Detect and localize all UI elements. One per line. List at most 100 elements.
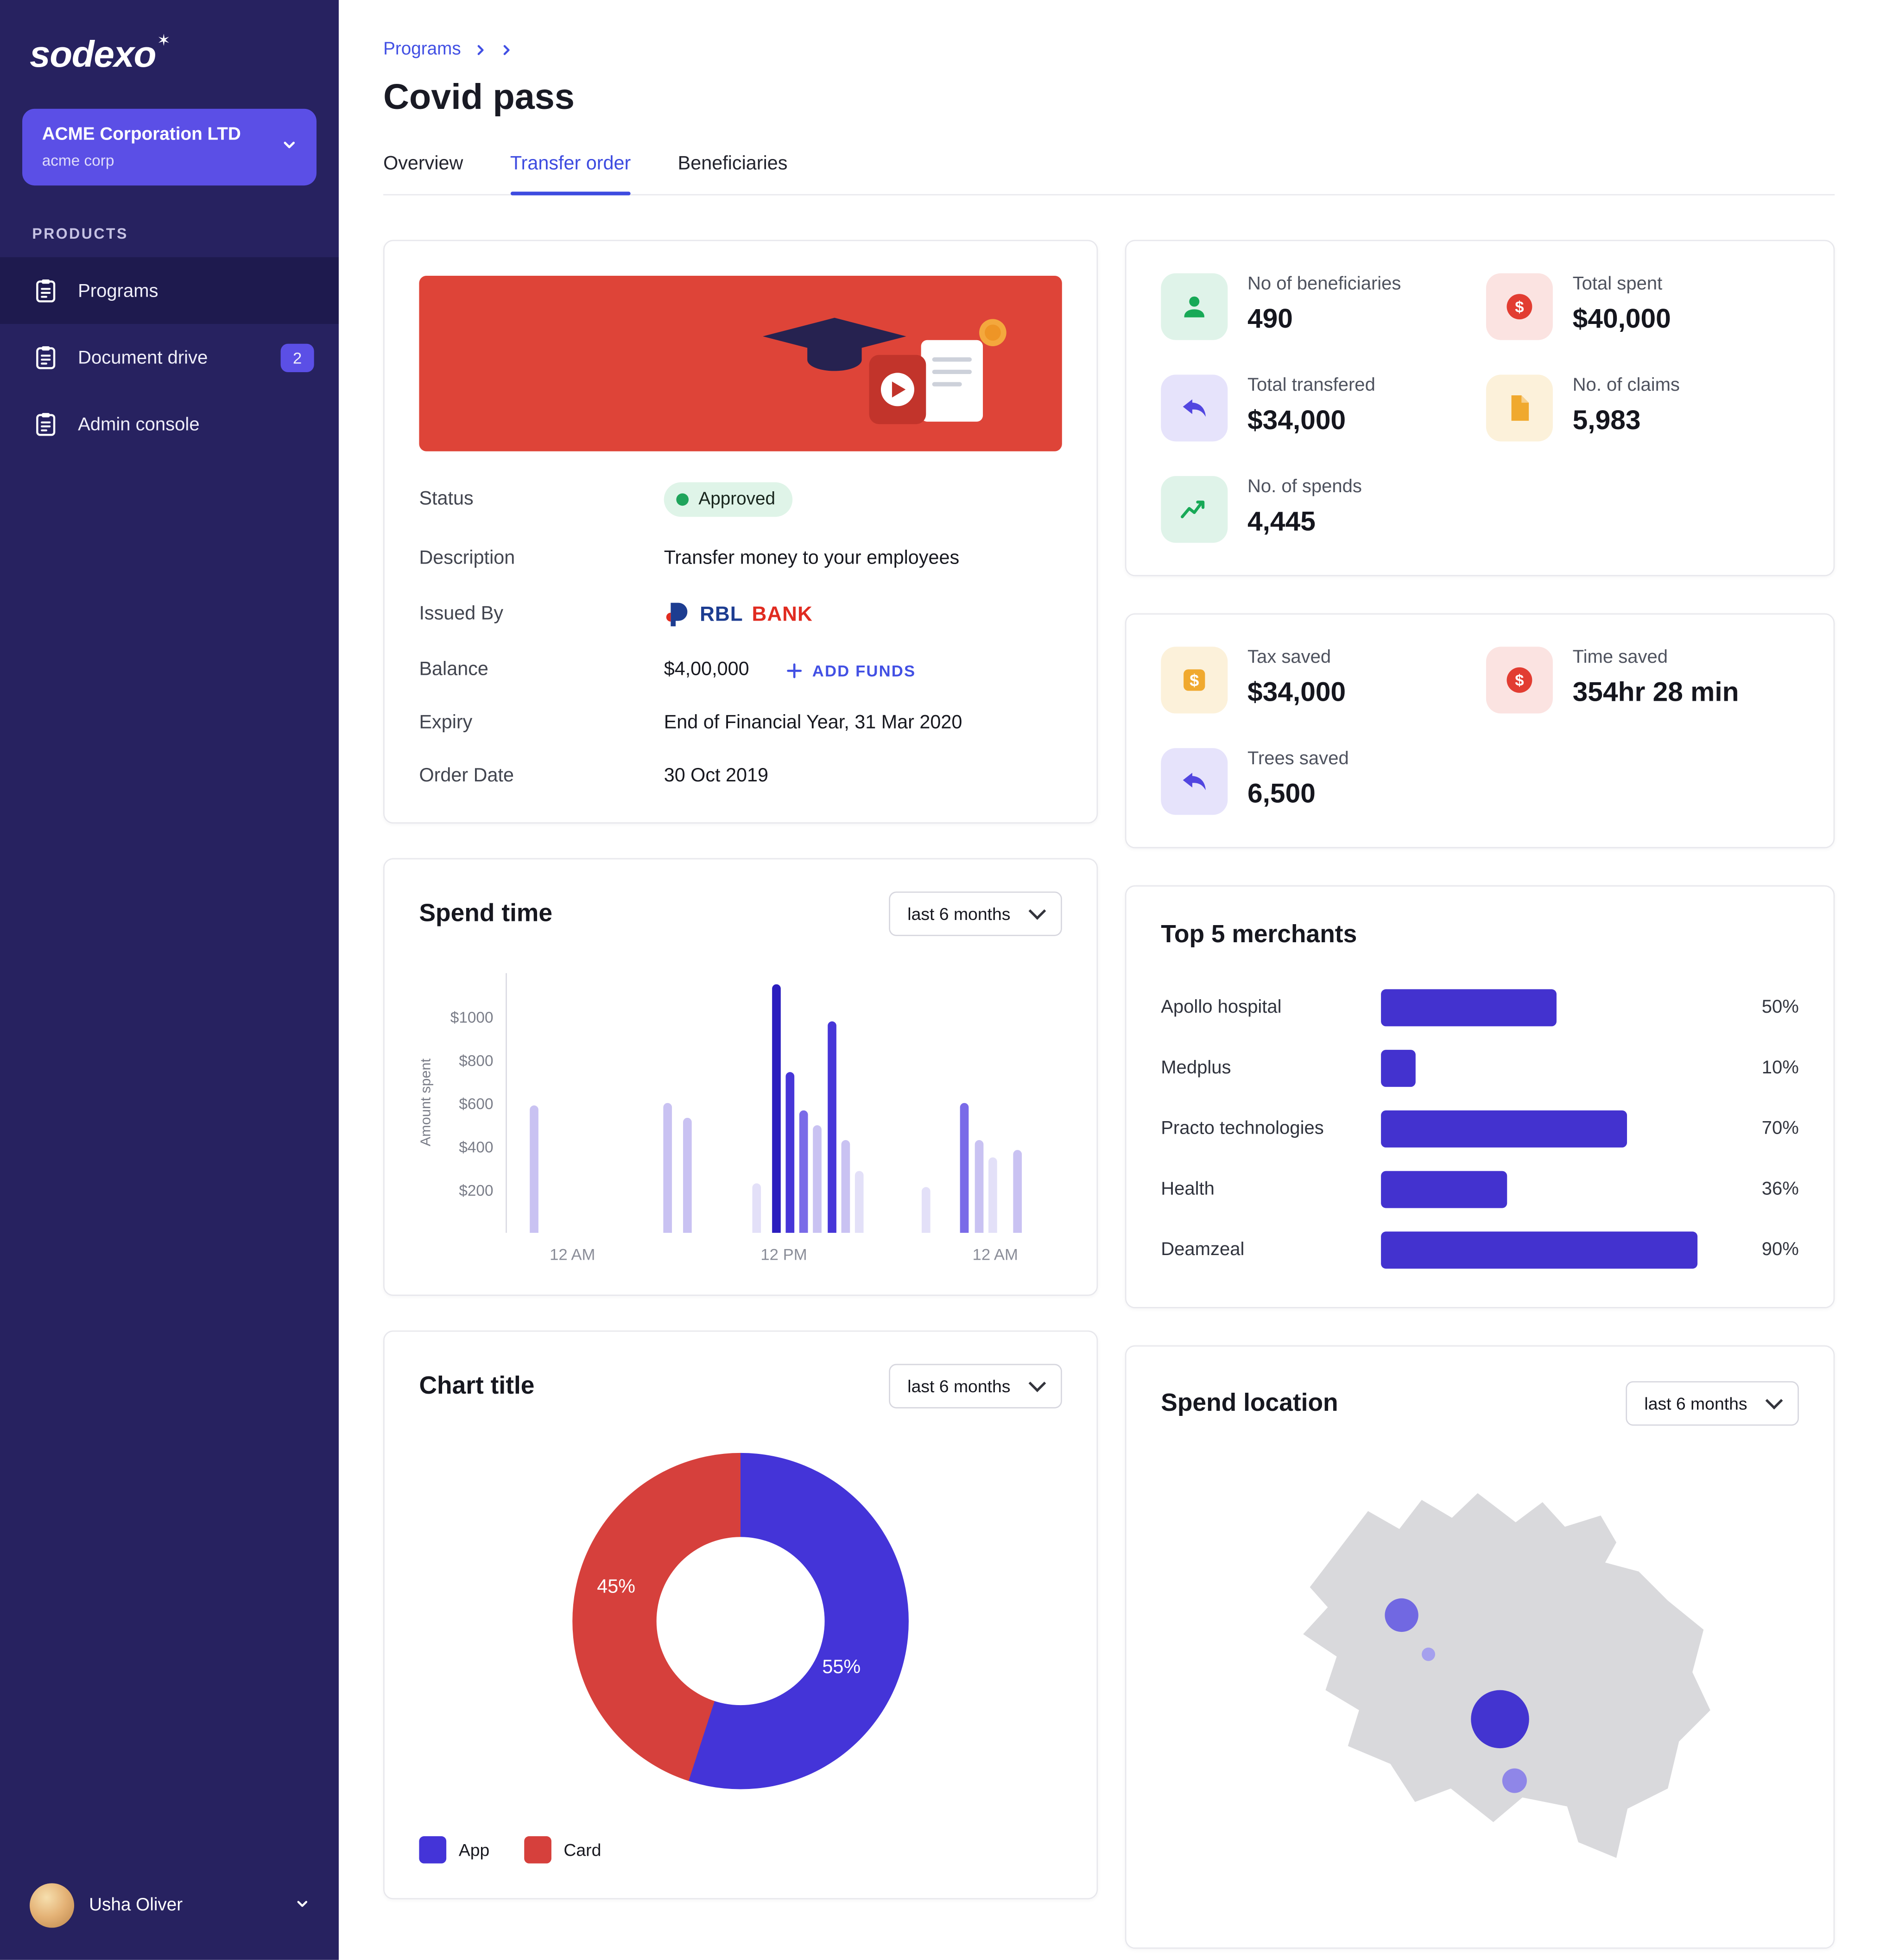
page-content: Status Approved Description Transfer mon… [383,240,1835,1949]
issuer-name-primary: RBL [700,603,743,625]
spend-location-dot [1422,1647,1436,1661]
merchant-bar-track [1381,1049,1732,1086]
payment-split-range-select[interactable]: last 6 months [889,1364,1062,1408]
issued-by-label: Issued By [419,603,504,625]
y-axis-ticks: $1000 $800 $600 $400 $200 [441,973,506,1233]
sidebar-item-badge: 2 [280,343,314,372]
spend-bar [827,1021,836,1233]
top-merchants-card: Top 5 merchants Apollo hospital 50% Medplu… [1125,885,1835,1308]
merchant-name: Apollo hospital [1161,996,1282,1018]
spend-location-map [1161,1453,1799,1923]
donut-chart: 55% 45% [572,1453,909,1789]
sidebar-item-programs[interactable]: Programs [0,257,339,324]
sodexo-star-icon: ✶ [157,31,171,50]
sidebar-nav: Programs Document drive 2 Admin console [0,257,339,457]
trend-up-icon [1161,476,1228,543]
x-tick: 12 PM [760,1245,807,1264]
y-tick: $200 [459,1182,494,1199]
donut-legend: App Card [419,1836,1062,1868]
status-text: Approved [698,489,776,510]
tab-overview[interactable]: Overview [383,153,463,175]
chevron-down-icon [282,136,297,158]
spend-location-range-select[interactable]: last 6 months [1626,1381,1799,1426]
legend-label: App [458,1839,490,1860]
spend-time-chart: Amount spent $1000 $800 $600 $400 $200 12 AM… [419,973,1062,1265]
spend-bar [841,1140,850,1233]
balance-label: Balance [419,659,488,680]
balance-value: $4,00,000 [664,659,749,680]
spend-bar [772,984,781,1233]
x-tick: 12 AM [972,1245,1018,1264]
status-dot-icon [676,493,689,506]
stat-text: Tax saved $34,000 [1247,647,1346,708]
spend-time-range-select-wrap: last 6 months [889,891,1062,936]
legend-label: Card [563,1839,601,1860]
user-menu[interactable]: Usha Oliver [0,1859,339,1960]
stat-label: Total spent [1572,273,1663,294]
merchant-bar [1381,1110,1627,1147]
company-selector[interactable]: ACME Corporation LTD acme corp [22,108,317,186]
merchant-row-medplus: Medplus 10% [1161,1037,1799,1098]
sidebar-item-label: Admin console [78,413,200,435]
merchant-bar [1381,989,1557,1026]
merchant-bar-track [1381,1231,1732,1269]
reply-arrow-icon [1161,374,1228,442]
tab-beneficiaries[interactable]: Beneficiaries [677,153,788,175]
spend-bar [855,1171,864,1233]
reply-arrow-icon [1161,748,1228,815]
company-subtitle: acme corp [42,152,114,170]
stat-value: $34,000 [1247,676,1346,708]
logo-text: sodexo [30,34,157,76]
stat-tax-saved: $ Tax saved $34,000 [1161,647,1474,714]
stat-value: 4,445 [1247,506,1316,537]
spend-bar [663,1103,672,1233]
program-banner [419,275,1062,451]
breadcrumb: Programs [383,39,1835,59]
tab-transfer-order[interactable]: Transfer order [510,153,631,196]
sidebar-item-document-drive[interactable]: Document drive 2 [0,324,339,391]
merchant-row-apollo-hospital: Apollo hospital 50% [1161,977,1799,1038]
merchant-rows: Apollo hospital 50% Medplus 10% Practo techn… [1161,977,1799,1280]
spend-bar [974,1140,983,1233]
stat-time-saved: $ Time saved 354hr 28 min [1486,647,1799,714]
stat-no-of-beneficiaries: No of beneficiaries 490 [1161,273,1474,340]
issuer-name-secondary: BANK [752,603,813,625]
banner-illustration [763,317,1006,425]
file-icon [1486,374,1553,442]
status-row: Status Approved [419,482,1062,517]
y-axis-label: Amount spent [419,1059,434,1147]
stat-label: No of beneficiaries [1247,273,1401,294]
add-funds-button[interactable]: ADD FUNDS [786,661,916,679]
products-section-label: PRODUCTS [32,225,128,242]
payment-split-title: Chart title [419,1372,535,1399]
stat-value: $40,000 [1572,303,1671,334]
expiry-value: End of Financial Year, 31 Mar 2020 [664,712,962,734]
tabs: Overview Transfer order Beneficiaries [383,153,1835,196]
top-merchants-title: Top 5 merchants [1161,921,1357,949]
spend-bar [988,1157,997,1233]
stat-label: No. of claims [1572,374,1680,396]
plus-icon [787,663,802,678]
spend-time-range-select[interactable]: last 6 months [889,891,1062,936]
stat-value: 354hr 28 min [1572,676,1739,708]
svg-text:$: $ [1190,671,1199,690]
description-row: Description Transfer money to your emplo… [419,548,1062,570]
bar-chart-plot [506,973,1062,1233]
legend-swatch [419,1836,447,1864]
sidebar-item-label: Programs [78,280,158,301]
breadcrumb-programs-link[interactable]: Programs [383,39,461,60]
sidebar: sodexo ✶ ACME Corporation LTD acme corp … [0,0,339,1960]
description-value: Transfer money to your employees [664,547,960,569]
spend-bar [960,1103,969,1233]
clipboard-icon [32,277,59,304]
stat-label: Trees saved [1247,748,1349,769]
program-card: Status Approved Description Transfer mon… [383,240,1098,824]
stat-text: Total transfered $34,000 [1247,374,1375,436]
left-column: Status Approved Description Transfer mon… [383,240,1098,1900]
stat-label: No. of spends [1247,476,1362,497]
spend-bar [921,1187,931,1233]
dollar-circle-icon: $ [1486,273,1553,340]
sidebar-item-admin-console[interactable]: Admin console [0,391,339,457]
stat-text: No. of claims 5,983 [1573,374,1680,436]
stat-value: $34,000 [1247,404,1346,436]
